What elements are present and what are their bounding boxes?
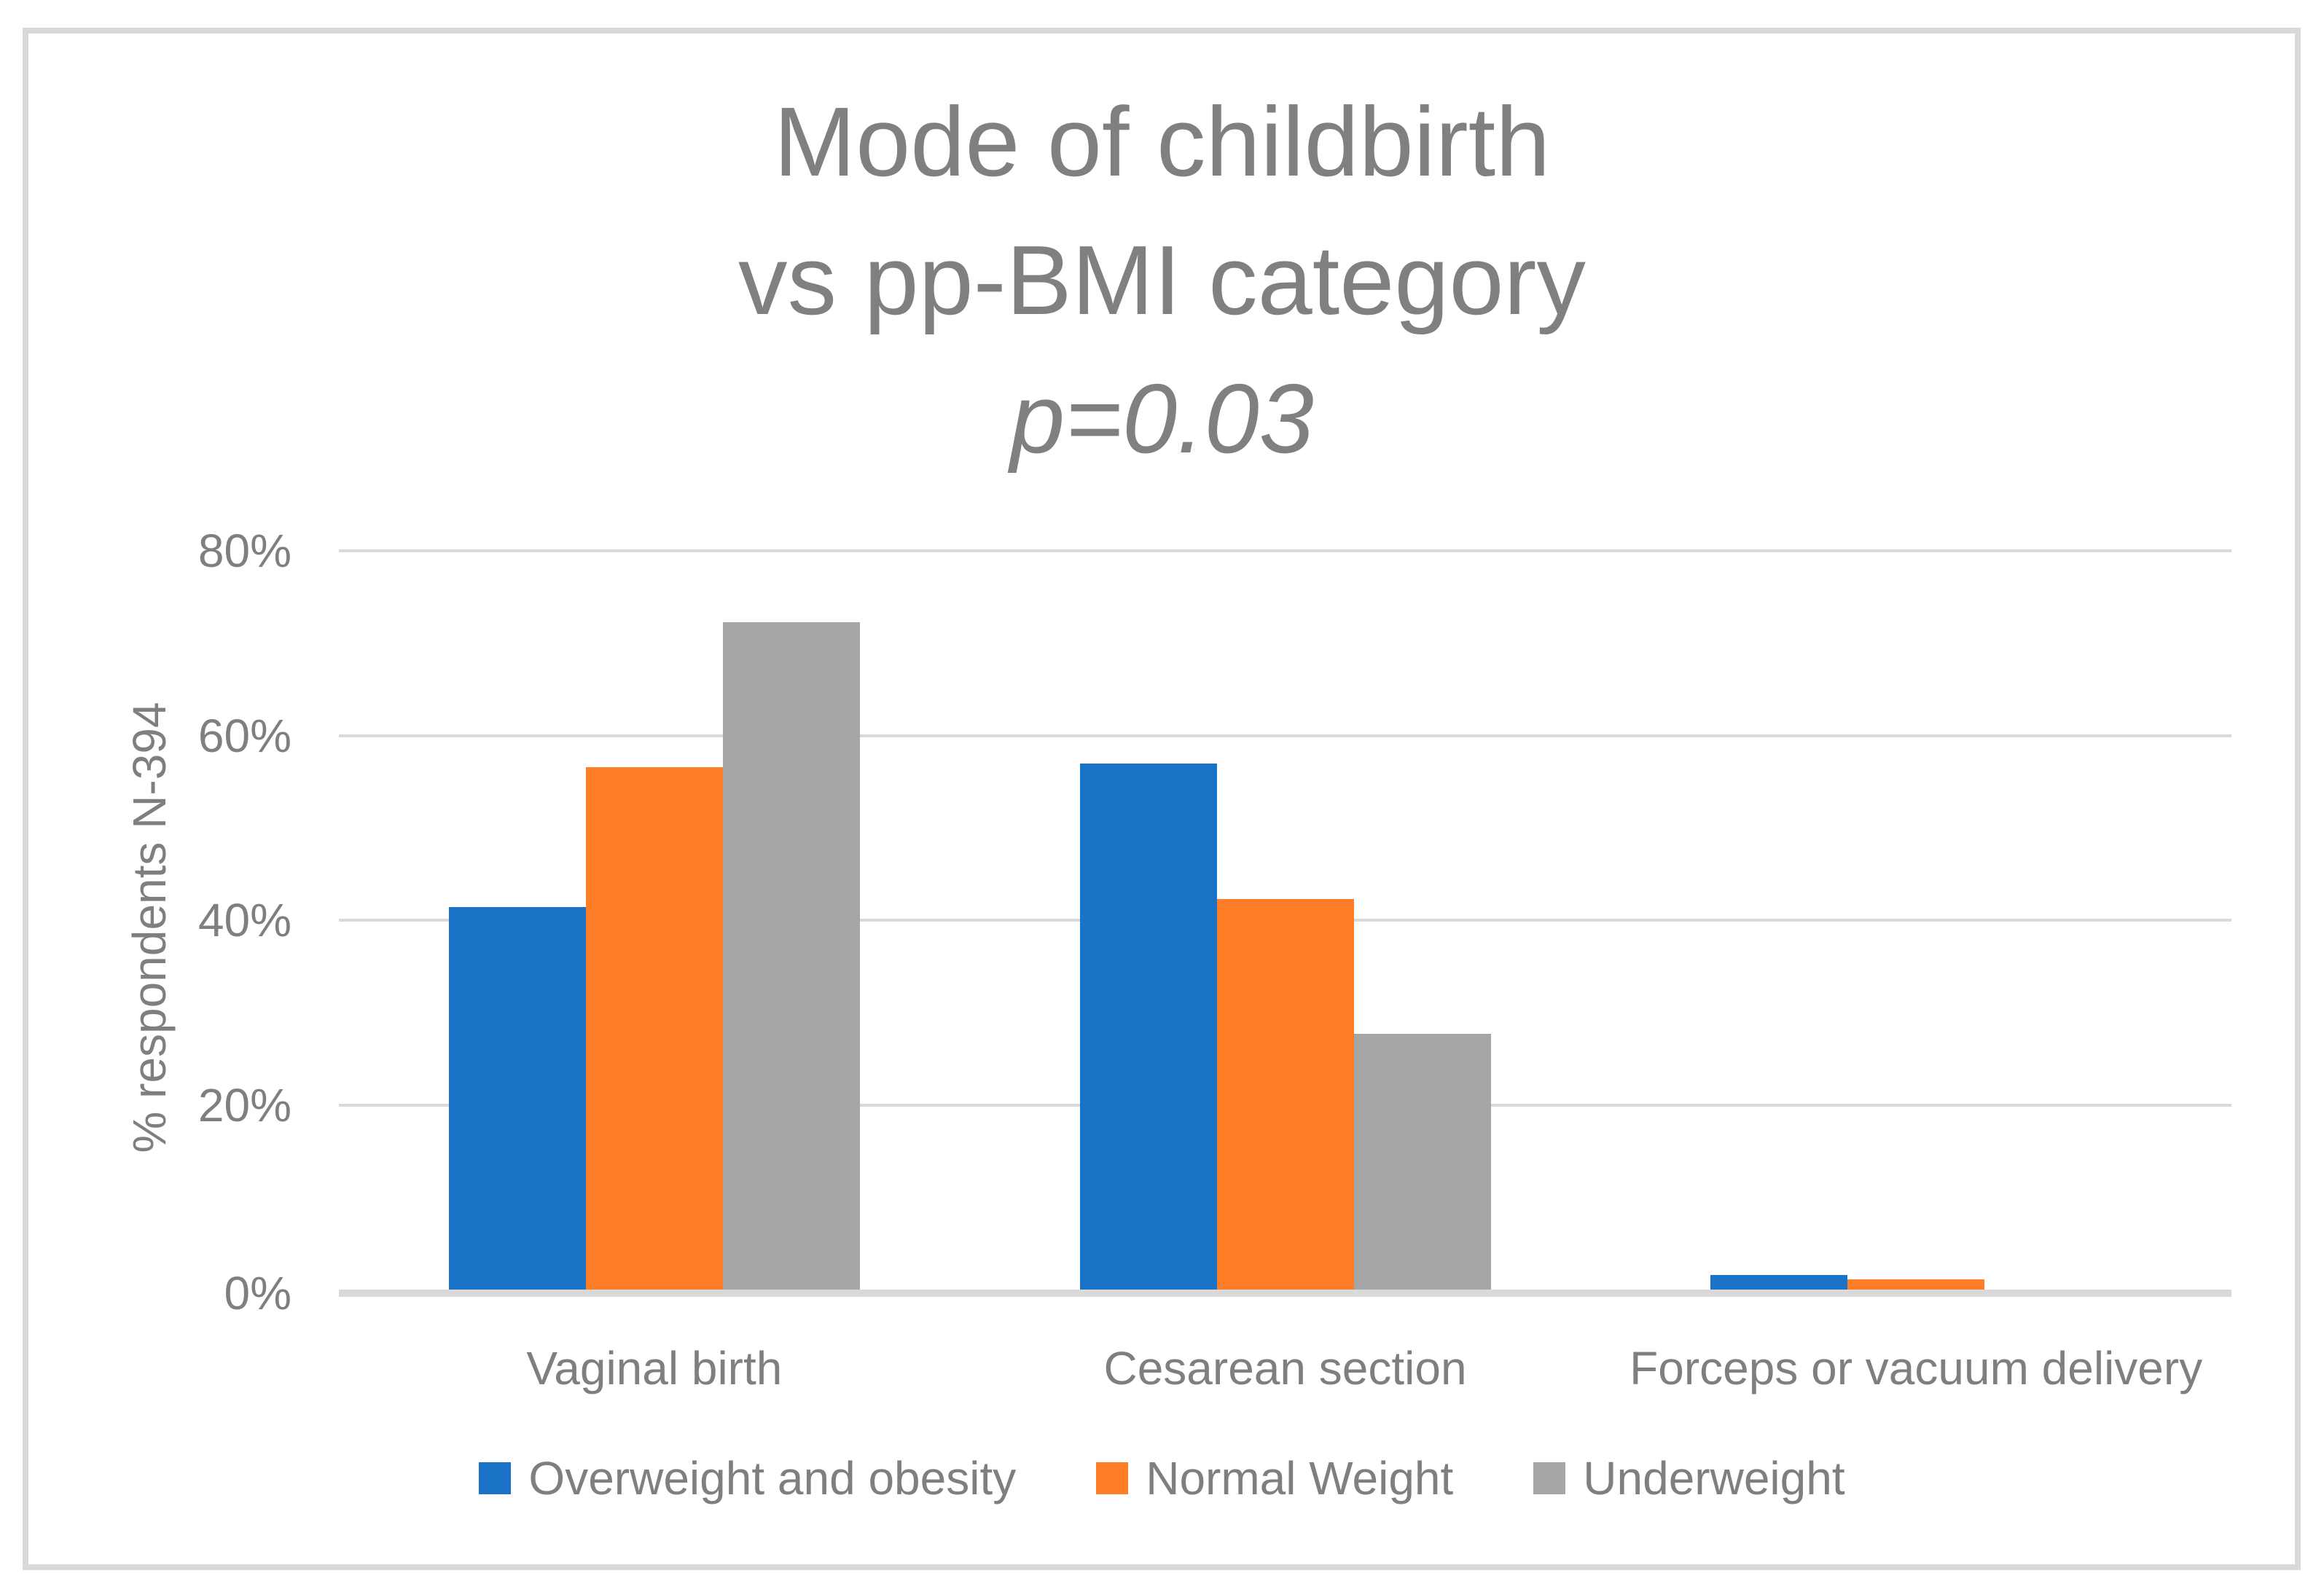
gridline-80	[339, 549, 2231, 552]
y-tick-label-60: 60%	[197, 709, 292, 762]
chart-title-p-value: p=0.03	[1010, 364, 1314, 474]
legend-swatch-underweight	[1533, 1462, 1566, 1494]
category-label-vaginal-birth: Vaginal birth	[526, 1342, 783, 1394]
category-label-cesarean-section: Cesarean section	[1103, 1342, 1467, 1394]
legend-item-overweight-and-obesity: Overweight and obesity	[479, 1451, 1016, 1505]
legend-swatch-normal-weight	[1096, 1462, 1129, 1494]
bar-normal-weight-cesarean-section	[1216, 898, 1354, 1290]
legend-label-overweight-and-obesity: Overweight and obesity	[528, 1452, 1017, 1504]
legend-swatch-overweight-and-obesity	[479, 1462, 512, 1494]
chart-title-line-2: vs pp-BMI category	[738, 225, 1586, 335]
bar-overweight-and-obesity-cesarean-section	[1079, 763, 1217, 1290]
y-tick-label-0: 0%	[224, 1267, 292, 1319]
legend-item-underweight: Underweight	[1533, 1451, 1845, 1505]
bar-normal-weight-forceps-or-vacuum-delivery	[1847, 1279, 1985, 1290]
bar-underweight-cesarean-section	[1353, 1033, 1491, 1290]
chart-title: Mode of childbirth vs pp-BMI category p=…	[0, 73, 2324, 488]
category-label-forceps-or-vacuum-delivery: Forceps or vacuum delivery	[1629, 1342, 2203, 1394]
gridline-60	[339, 734, 2231, 737]
y-tick-label-80: 80%	[197, 525, 292, 577]
y-tick-label-20: 20%	[197, 1078, 292, 1131]
bar-overweight-and-obesity-forceps-or-vacuum-delivery	[1710, 1274, 1848, 1290]
bar-overweight-and-obesity-vaginal-birth	[448, 907, 586, 1290]
bar-normal-weight-vaginal-birth	[585, 766, 723, 1290]
legend-label-underweight: Underweight	[1583, 1452, 1845, 1504]
y-tick-label-40: 40%	[197, 894, 292, 946]
legend: Overweight and obesity Normal Weight Under…	[0, 1451, 2324, 1505]
legend-label-normal-weight: Normal Weight	[1146, 1452, 1454, 1504]
x-axis-line	[339, 1290, 2231, 1297]
bar-underweight-vaginal-birth	[722, 621, 860, 1290]
legend-item-normal-weight: Normal Weight	[1096, 1451, 1453, 1505]
chart-title-line-1: Mode of childbirth	[773, 87, 1551, 197]
